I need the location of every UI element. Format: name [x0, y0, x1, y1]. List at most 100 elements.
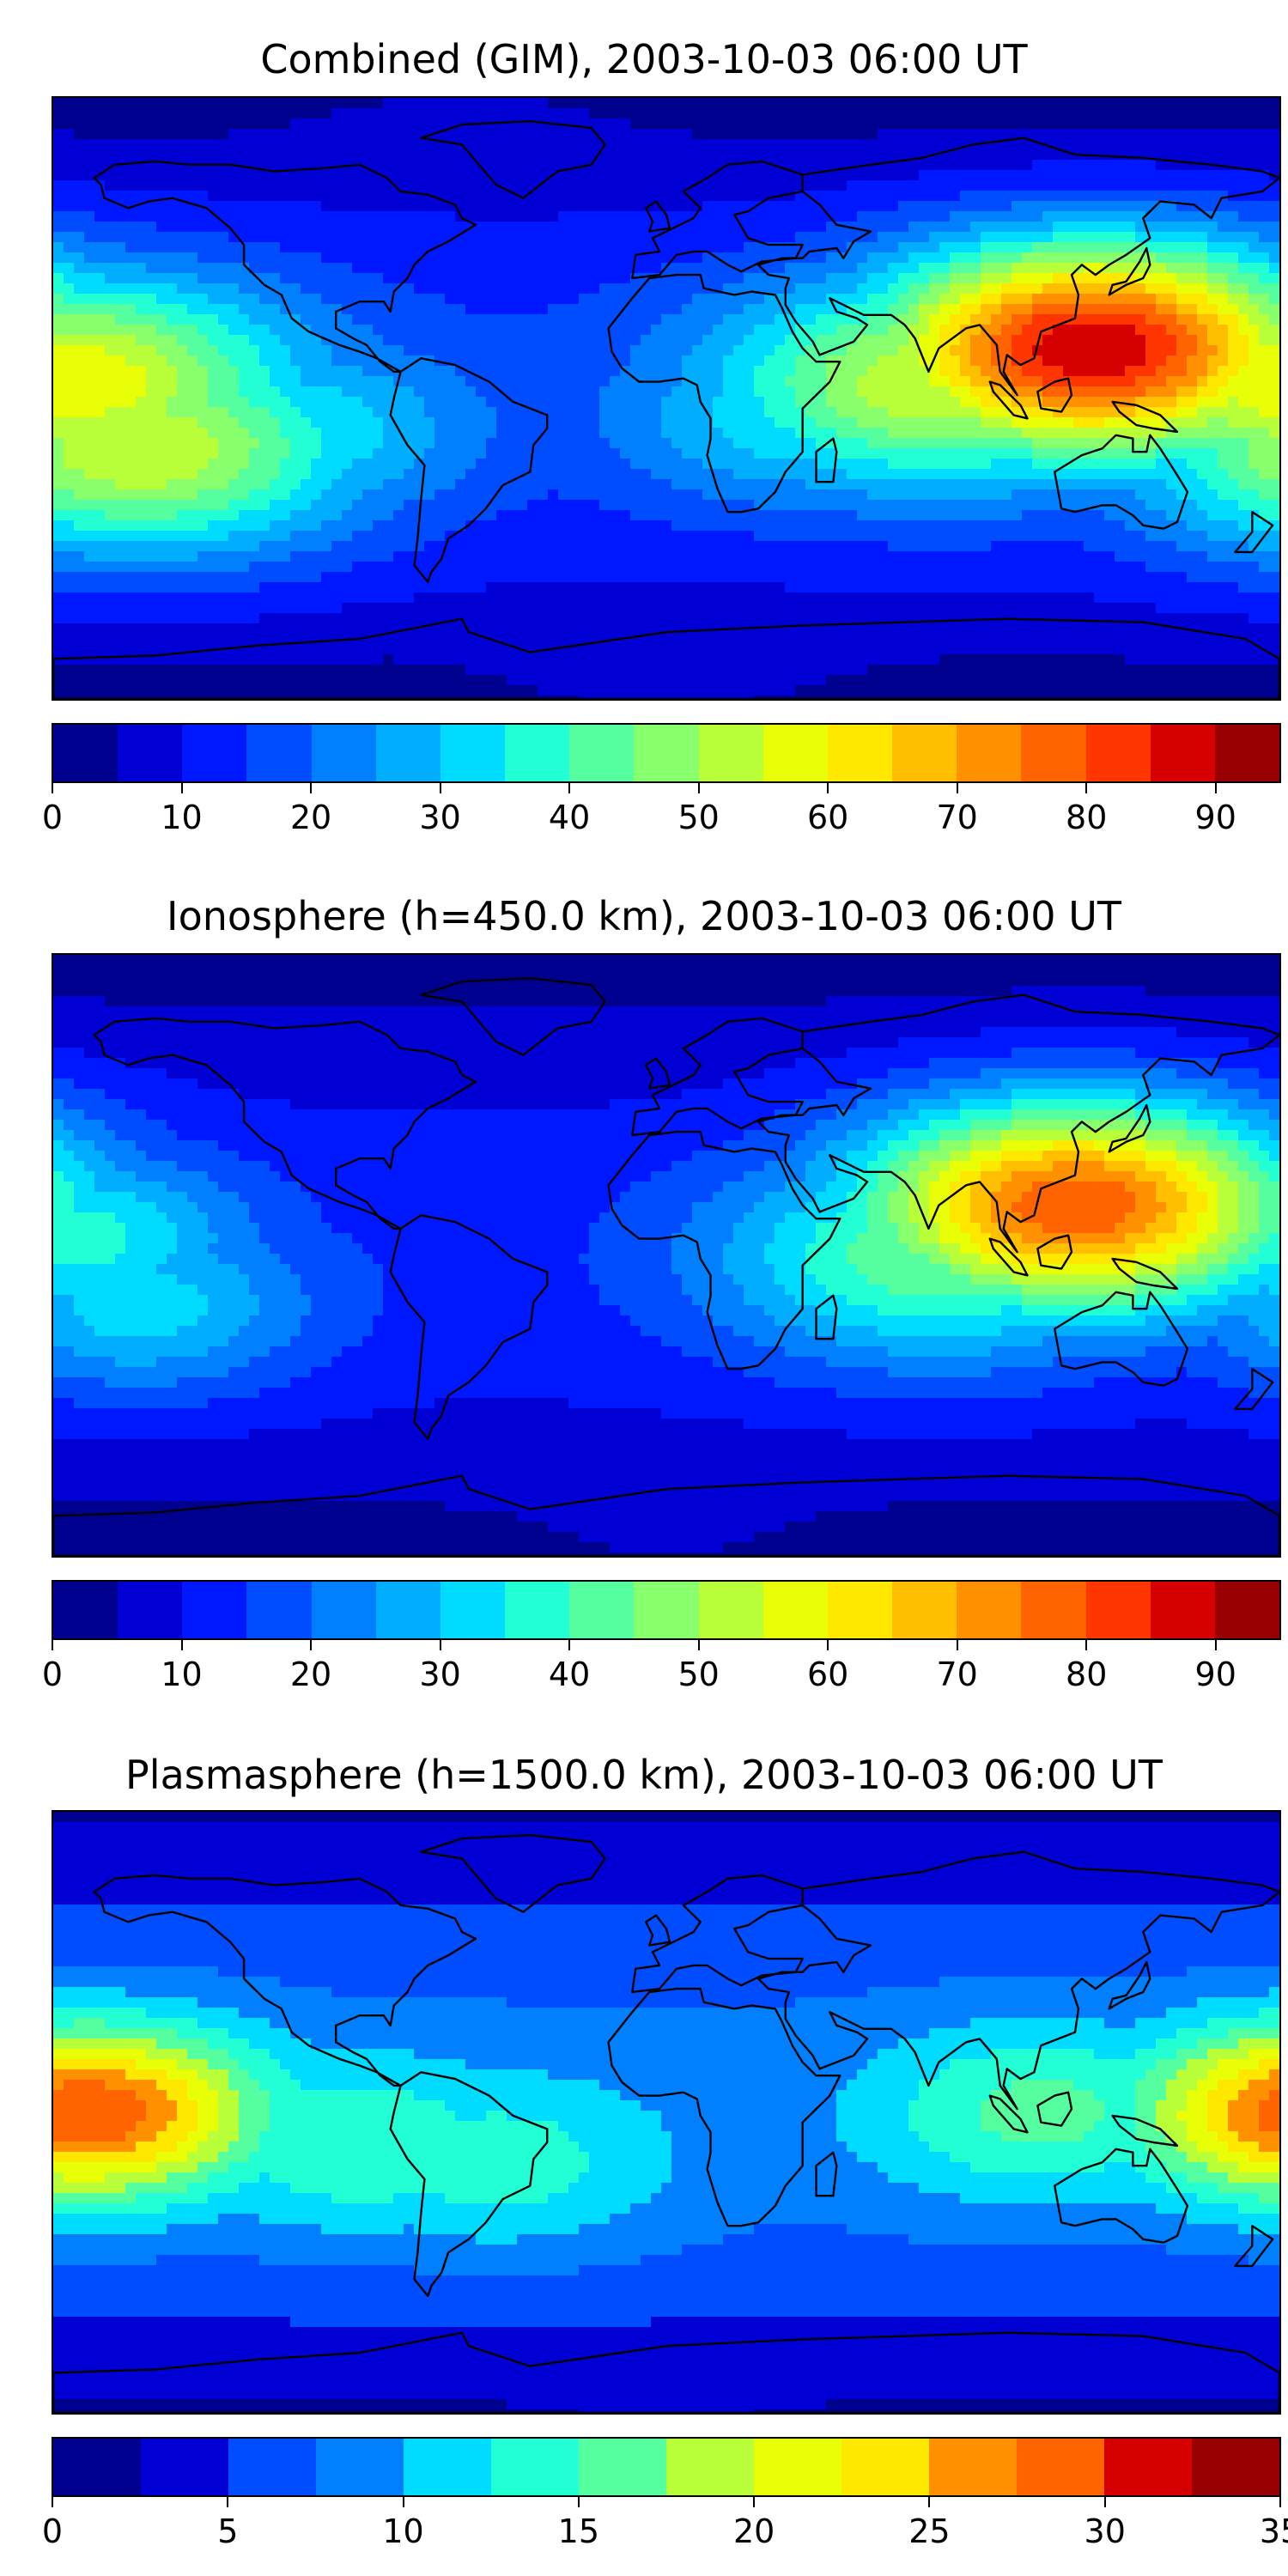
contour-cell — [1115, 376, 1126, 387]
contour-cell — [208, 386, 219, 398]
contour-cell — [847, 129, 858, 140]
contour-cell — [507, 304, 518, 315]
contour-cell — [465, 232, 477, 243]
contour-cell — [538, 160, 549, 171]
contour-cell — [589, 325, 600, 336]
contour-cell — [74, 438, 85, 449]
contour-cell — [702, 397, 714, 408]
contour-cell — [1218, 263, 1229, 274]
contour-cell — [321, 314, 332, 325]
contour-cell — [84, 170, 95, 181]
contour-cell — [733, 335, 744, 346]
contour-cell — [424, 170, 435, 181]
contour-cell — [1042, 345, 1054, 356]
contour-cell — [1238, 397, 1249, 408]
contour-cell — [445, 407, 456, 418]
contour-cell — [311, 263, 322, 274]
contour-cell — [682, 335, 693, 346]
contour-cell — [568, 500, 580, 511]
contour-cell — [589, 407, 600, 418]
contour-cell — [331, 469, 343, 480]
contour-cell — [744, 510, 755, 521]
contour-cell — [1145, 335, 1157, 346]
contour-cell — [723, 180, 734, 191]
contour-cell — [744, 448, 755, 459]
contour-cell — [939, 201, 951, 212]
contour-cell — [651, 407, 662, 418]
contour-cell — [898, 294, 909, 305]
contour-cell — [1207, 314, 1218, 325]
contour-cell — [713, 448, 724, 459]
contour-cell — [867, 108, 878, 119]
contour-cell — [280, 366, 291, 377]
contour-cell — [991, 428, 1002, 439]
contour-cell — [1022, 407, 1033, 418]
contour-cell — [1135, 448, 1146, 459]
contour-cell — [723, 252, 734, 264]
contour-cell — [630, 489, 641, 501]
contour-cell — [589, 294, 600, 305]
contour-cell — [311, 211, 322, 222]
contour-cell — [764, 232, 775, 243]
contour-cell — [713, 314, 724, 325]
contour-cell — [311, 376, 322, 387]
contour-cell — [939, 459, 951, 470]
contour-cell — [239, 98, 250, 109]
contour-cell — [1269, 314, 1279, 325]
contour-cell — [1176, 335, 1188, 346]
contour-cell — [1228, 252, 1239, 264]
contour-cell — [630, 191, 641, 202]
contour-cell — [486, 376, 497, 387]
contour-cell — [476, 438, 487, 449]
contour-cell — [867, 129, 878, 140]
contour-cell — [136, 376, 147, 387]
contour-cell — [991, 180, 1002, 191]
contour-cell — [1166, 500, 1177, 511]
contour-cell — [970, 304, 981, 315]
contour-cell — [167, 366, 178, 377]
contour-cell — [1053, 304, 1064, 315]
contour-cell — [671, 510, 683, 521]
contour-cell — [1073, 273, 1084, 284]
contour-cell — [723, 211, 734, 222]
contour-cell — [197, 294, 209, 305]
contour-cell — [228, 366, 240, 377]
contour-cell — [1259, 139, 1270, 150]
contour-cell — [465, 459, 477, 470]
contour-cell — [1084, 191, 1095, 202]
contour-cell — [445, 98, 456, 109]
contour-cell — [496, 139, 507, 150]
contour-cell — [136, 108, 147, 119]
contour-cell — [589, 139, 600, 150]
contour-cell — [156, 170, 167, 181]
contour-cell — [424, 201, 435, 212]
contour-cell — [816, 222, 827, 233]
contour-cell — [434, 520, 446, 532]
contour-cell — [1269, 366, 1279, 377]
contour-cell — [208, 273, 219, 284]
contour-cell — [249, 345, 260, 356]
contour-cell — [558, 170, 569, 181]
contour-cell — [125, 294, 137, 305]
contour-cell — [1166, 108, 1177, 119]
contour-cell — [1001, 325, 1012, 336]
contour-cell — [496, 500, 507, 511]
contour-cell — [1104, 149, 1115, 161]
contour-cell — [682, 98, 693, 109]
contour-cell — [228, 355, 240, 367]
contour-cell — [84, 294, 95, 305]
contour-cell — [847, 448, 858, 459]
contour-cell — [496, 273, 507, 284]
contour-cell — [805, 448, 817, 459]
contour-cell — [197, 520, 209, 532]
contour-cell — [342, 448, 353, 459]
contour-cell — [270, 428, 281, 439]
contour-cell — [486, 355, 497, 367]
contour-cell — [630, 417, 641, 428]
contour-cell — [146, 325, 157, 336]
contour-cell — [239, 520, 250, 532]
contour-cell — [1135, 294, 1146, 305]
contour-cell — [218, 417, 229, 428]
contour-cell — [136, 479, 147, 490]
contour-cell — [661, 459, 672, 470]
